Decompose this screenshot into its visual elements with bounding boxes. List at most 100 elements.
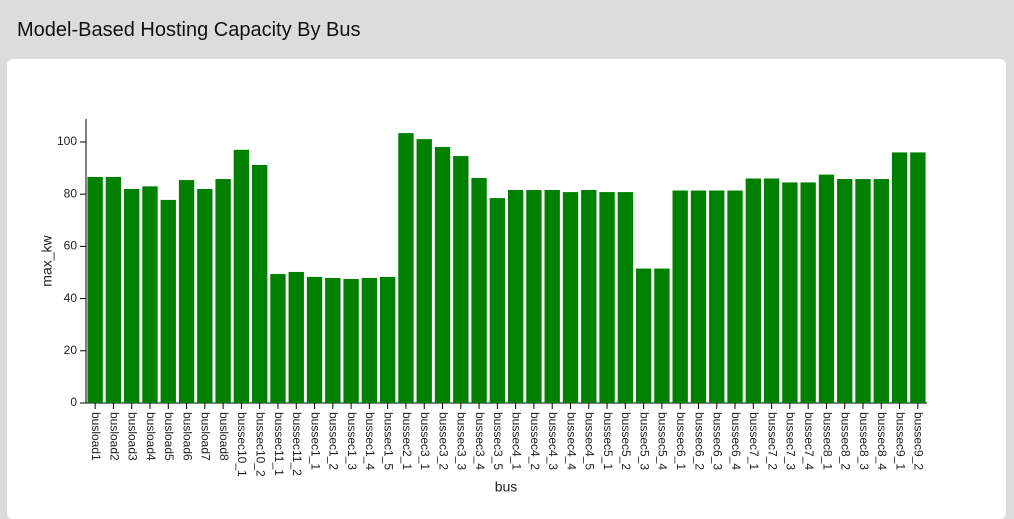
x-tick-label: bussec3_1 xyxy=(418,412,432,470)
y-tick-label: 100 xyxy=(57,134,77,148)
x-tick-label: bussec5_2 xyxy=(619,412,633,470)
x-axis-label: bus xyxy=(495,479,518,495)
x-tick-label: bussec4_1 xyxy=(509,412,523,470)
x-tick-label: busload2 xyxy=(107,412,121,461)
bar xyxy=(343,279,359,403)
x-tick-label: bussec7_1 xyxy=(747,412,761,470)
bar xyxy=(215,179,231,403)
bar xyxy=(654,268,670,403)
x-tick-label: busload3 xyxy=(126,412,140,461)
bar xyxy=(489,198,506,403)
x-tick-label: bussec4_5 xyxy=(583,412,597,470)
bar xyxy=(837,179,853,403)
x-tick-label: bussec5_3 xyxy=(637,412,651,470)
bar xyxy=(325,277,341,403)
x-tick-label: bussec3_3 xyxy=(455,412,469,470)
page: Model-Based Hosting Capacity By Bus max_… xyxy=(7,19,1006,519)
bar xyxy=(361,277,378,403)
bar xyxy=(434,146,451,403)
x-tick-label: bussec6_2 xyxy=(692,412,706,470)
x-tick-label: bussec3_5 xyxy=(491,412,505,470)
bar xyxy=(745,178,761,403)
bar xyxy=(197,188,213,403)
x-tick-label: bussec7_2 xyxy=(765,412,779,470)
bar xyxy=(891,152,908,403)
x-tick-label: bussec4_2 xyxy=(528,412,542,470)
x-tick-label: bussec9_1 xyxy=(893,412,907,470)
x-tick-label: bussec10_1 xyxy=(235,412,249,477)
y-tick-label: 20 xyxy=(64,343,78,357)
bar xyxy=(306,276,323,403)
bar xyxy=(507,190,524,403)
x-tick-label: bussec11_1 xyxy=(272,412,286,476)
x-tick-label: bussec1_2 xyxy=(327,412,341,470)
y-axis-label: max_kw xyxy=(39,234,55,286)
bar xyxy=(526,190,542,403)
bar xyxy=(416,139,432,404)
x-tick-label: busload8 xyxy=(217,412,231,461)
y-tick-label: 80 xyxy=(64,186,78,200)
bar xyxy=(562,192,579,403)
bar xyxy=(800,182,816,403)
bar xyxy=(873,179,889,403)
x-tick-label: bussec8_2 xyxy=(839,412,853,470)
x-tick-label: bussec6_3 xyxy=(711,412,725,470)
x-tick-label: bussec8_3 xyxy=(857,412,871,470)
x-tick-label: bussec1_5 xyxy=(381,412,395,470)
x-tick-label: bussec6_1 xyxy=(674,412,688,470)
y-tick-label: 0 xyxy=(70,395,77,409)
x-tick-label: bussec7_4 xyxy=(802,412,816,470)
x-tick-label: bussec5_1 xyxy=(601,412,615,470)
x-tick-label: busload7 xyxy=(199,412,213,461)
x-tick-label: bussec10_2 xyxy=(254,412,268,477)
chart: max_kw bus 0 20 40 60 80 100 busload1 busload2 b… xyxy=(39,119,927,495)
x-tick-label: busload1 xyxy=(89,412,103,461)
x-tick-label: bussec6_4 xyxy=(729,412,743,470)
x-tick-label: bussec3_2 xyxy=(436,412,450,470)
bar xyxy=(453,156,469,403)
x-tick-label: bussec7_3 xyxy=(784,412,798,470)
bar xyxy=(178,180,195,403)
x-tick-label: bussec5_4 xyxy=(656,412,670,470)
bar xyxy=(471,177,487,403)
bar xyxy=(270,274,286,403)
bar xyxy=(690,190,707,403)
y-tick-label: 60 xyxy=(64,239,78,253)
x-tick-label: bussec3_4 xyxy=(473,412,487,470)
bar xyxy=(599,192,615,403)
bar xyxy=(818,174,835,403)
bar xyxy=(855,179,871,403)
bar xyxy=(910,152,926,403)
bar xyxy=(233,149,250,403)
x-tick-label: bussec8_1 xyxy=(820,412,834,470)
page-title: Model-Based Hosting Capacity By Bus xyxy=(17,19,361,41)
bar xyxy=(763,178,780,403)
bar xyxy=(105,176,122,403)
bar xyxy=(544,190,560,403)
bar xyxy=(87,176,103,403)
bar xyxy=(617,192,634,403)
x-tick-label: bussec1_3 xyxy=(345,412,359,470)
bar xyxy=(398,133,414,403)
bar xyxy=(672,190,688,403)
bar xyxy=(252,164,268,403)
y-tick-label: 40 xyxy=(64,291,78,305)
bar xyxy=(635,268,652,403)
bar xyxy=(142,186,158,403)
bar xyxy=(727,190,743,403)
x-tick-label: bussec11_2 xyxy=(290,412,304,476)
bar xyxy=(379,276,396,403)
x-tick-label: bussec4_3 xyxy=(546,412,560,470)
bar xyxy=(160,199,176,403)
bar xyxy=(124,188,140,403)
bar xyxy=(709,190,725,403)
x-tick-label: bussec9_2 xyxy=(912,412,926,470)
bar xyxy=(581,190,597,403)
x-tick-label: bussec1_1 xyxy=(308,412,322,470)
x-tick-label: bussec8_4 xyxy=(875,412,889,470)
x-tick-label: busload4 xyxy=(144,412,158,461)
x-tick-label: busload6 xyxy=(180,412,194,461)
x-tick-label: busload5 xyxy=(162,412,176,461)
bar xyxy=(782,182,798,403)
x-tick-label: bussec1_4 xyxy=(363,412,377,470)
